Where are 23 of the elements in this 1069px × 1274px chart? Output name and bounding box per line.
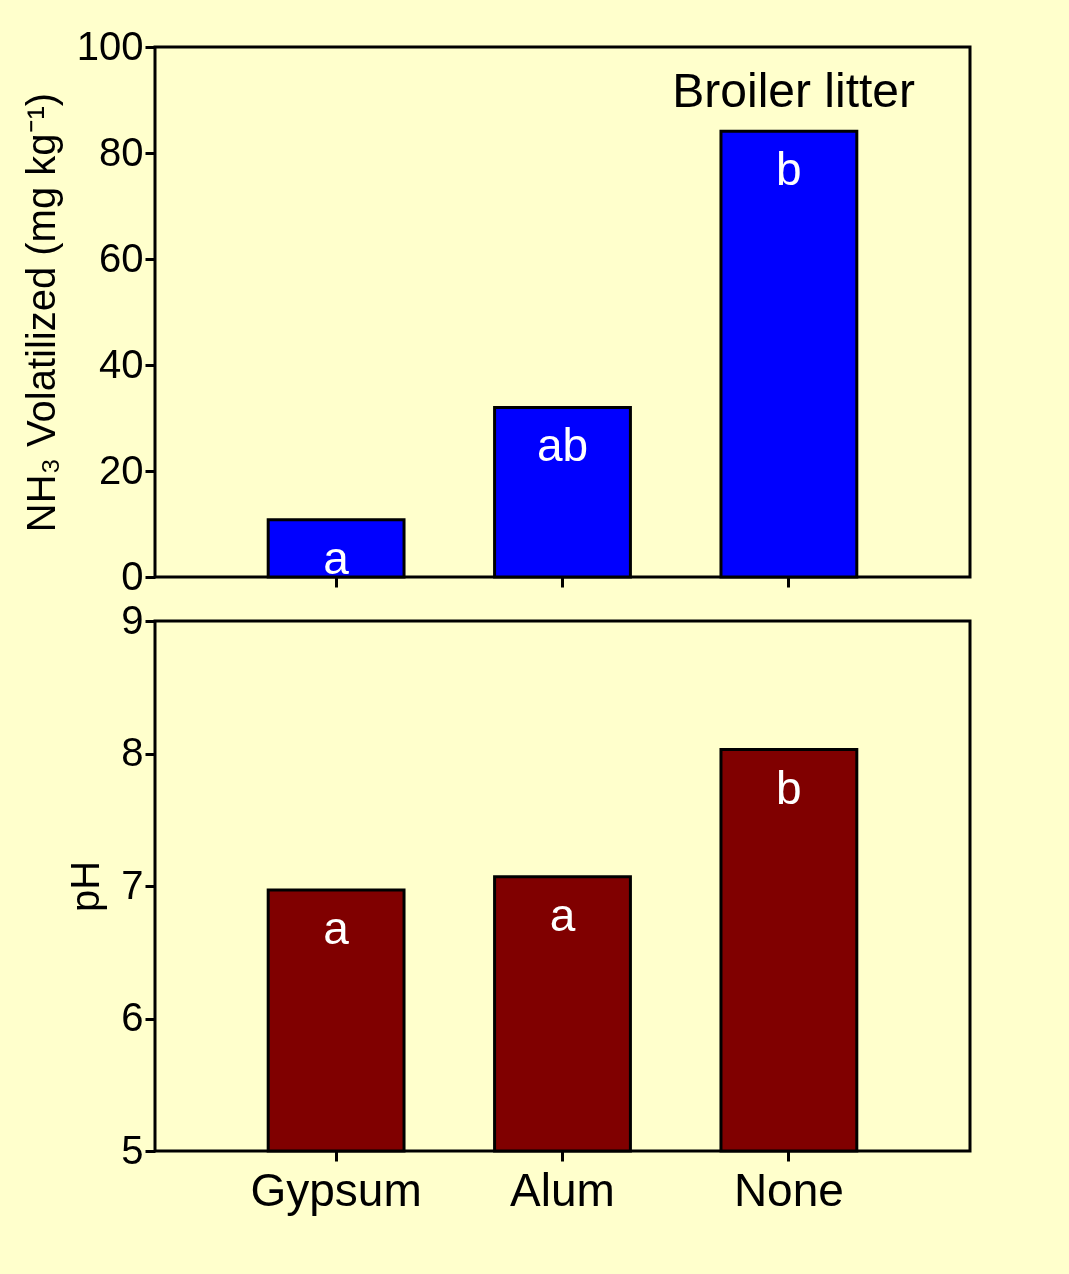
y-axis-title: NH₃ Volatilized (mg kg⁻¹) [18,92,63,533]
annotation: a [549,888,576,941]
y-axis-title: pH [63,860,108,913]
annotation: ab [536,419,589,472]
annotation: b [776,143,802,196]
y-tick-label: 60 [99,235,144,280]
x-tick-label: Gypsum [250,1163,422,1216]
annotation: b [776,761,802,814]
annotation: a [323,901,350,954]
x-tick-label: None [733,1163,844,1216]
y-tick-label: 8 [121,730,144,774]
x-tick-label: Alum [510,1163,615,1216]
y-tick-label: 7 [121,862,144,907]
annotation: Broiler litter [672,64,916,117]
y-tick-label: 40 [99,341,144,386]
y-tick-label: 6 [121,995,144,1039]
y-tick-label: 100 [76,23,144,68]
y-tick-label: 20 [99,447,144,492]
y-tick-label: 0 [121,553,144,598]
y-tick-label: 80 [99,129,144,174]
annotation: a [323,531,350,584]
y-tick-label: 9 [121,597,144,642]
y-tick-label: 5 [121,1127,144,1172]
